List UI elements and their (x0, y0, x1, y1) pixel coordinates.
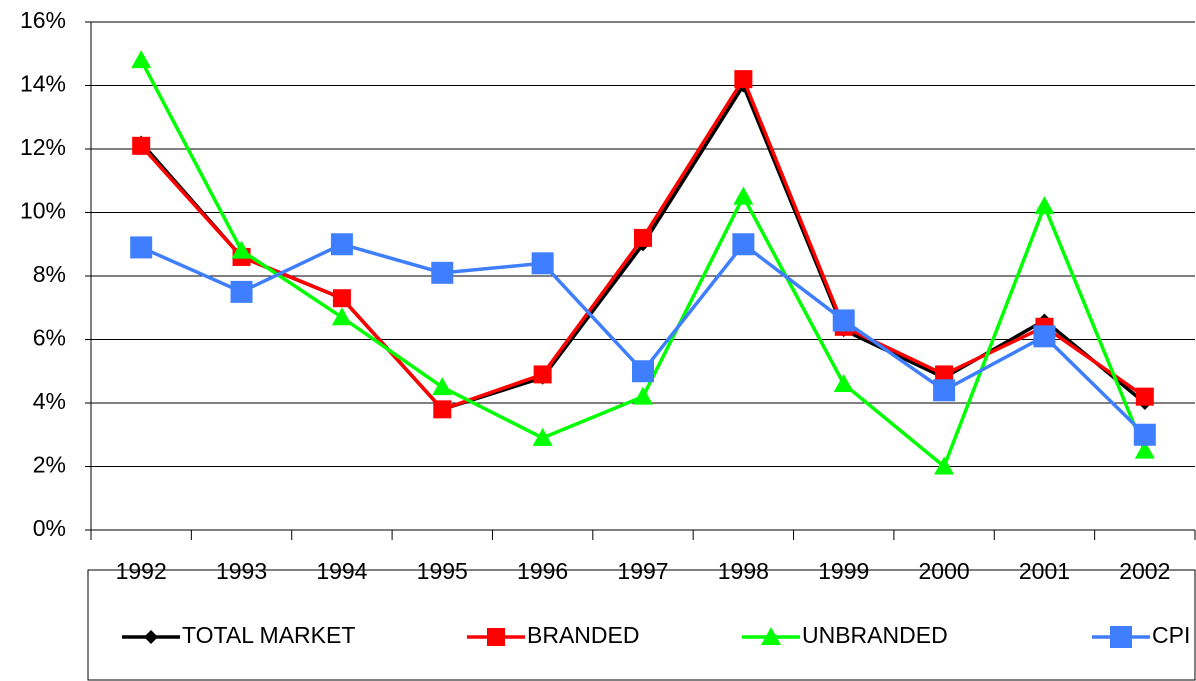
marker (433, 400, 452, 419)
marker (230, 280, 253, 303)
marker (231, 240, 252, 259)
x-tick-label: 1999 (818, 558, 869, 584)
x-tick-label: 1996 (517, 558, 568, 584)
y-tick-label: 4% (33, 388, 66, 414)
marker (330, 233, 353, 256)
y-tick-label: 10% (20, 198, 66, 224)
x-tick-label: 1994 (316, 558, 367, 584)
marker (733, 186, 754, 205)
x-tick-label: 1992 (116, 558, 167, 584)
marker (1133, 423, 1156, 446)
marker (431, 261, 454, 284)
marker (130, 236, 153, 259)
y-tick-label: 14% (20, 71, 66, 97)
marker (934, 456, 955, 475)
marker (833, 373, 854, 392)
marker (332, 289, 351, 308)
marker (632, 360, 654, 383)
legend-label: CPI (1152, 622, 1190, 648)
x-tick-label: 1998 (718, 558, 769, 584)
y-tick-label: 16% (20, 7, 66, 33)
marker (832, 309, 855, 332)
marker (487, 628, 505, 646)
marker (634, 228, 652, 247)
x-tick-label: 2001 (1019, 558, 1070, 584)
marker (935, 365, 954, 384)
x-tick-label: 2002 (1119, 558, 1170, 584)
marker (633, 386, 653, 405)
x-tick-label: 2000 (919, 558, 970, 584)
marker (131, 50, 152, 69)
marker (1135, 387, 1154, 406)
marker (734, 70, 753, 89)
legend-label: UNBRANDED (802, 622, 948, 648)
marker (933, 379, 956, 402)
y-tick-label: 8% (33, 261, 66, 287)
marker (531, 252, 554, 275)
marker (1033, 325, 1056, 348)
marker (144, 630, 158, 644)
y-tick-label: 6% (33, 325, 66, 351)
marker (432, 377, 453, 396)
legend-box (87, 569, 1196, 681)
x-tick-label: 1995 (417, 558, 468, 584)
marker (533, 365, 552, 384)
legend-label: BRANDED (527, 622, 639, 648)
marker (1034, 196, 1055, 215)
y-tick-label: 0% (33, 515, 66, 541)
y-tick-label: 2% (33, 452, 66, 478)
y-tick-label: 12% (20, 134, 66, 160)
marker (732, 233, 755, 256)
marker (532, 427, 553, 446)
x-tick-label: 1993 (216, 558, 267, 584)
marker (331, 307, 352, 326)
marker (1110, 626, 1132, 648)
legend-label: TOTAL MARKET (182, 622, 355, 648)
marker (1134, 440, 1155, 459)
x-tick-label: 1997 (617, 558, 668, 584)
marker (761, 627, 781, 645)
marker (132, 136, 151, 155)
series-line (139, 59, 1147, 470)
